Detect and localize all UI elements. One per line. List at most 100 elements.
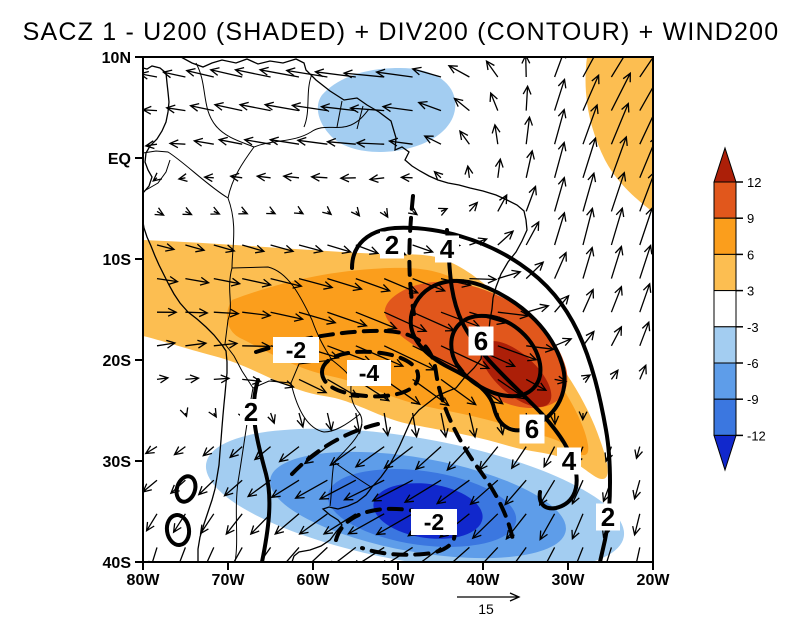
wind-arrow	[197, 479, 215, 496]
wind-arrow	[233, 547, 243, 562]
wind-arrow	[525, 378, 548, 392]
wind-arrow	[606, 547, 613, 562]
contour-label-box	[596, 503, 620, 531]
wind-arrow	[165, 104, 186, 114]
wind-arrow	[582, 246, 595, 279]
wind-arrow	[381, 103, 413, 113]
wind-arrow	[298, 244, 324, 254]
contour-label-box	[380, 231, 404, 259]
shaded-region	[317, 68, 456, 152]
contour-loop-solid	[174, 474, 198, 504]
wind-arrow	[382, 412, 392, 437]
wind-arrow	[353, 412, 363, 435]
country-border	[143, 150, 229, 199]
wind-arrow	[375, 513, 413, 536]
wind-arrow	[156, 374, 170, 384]
wind-arrow	[485, 59, 499, 78]
wind-arrow	[469, 378, 504, 405]
wind-arrow	[213, 277, 242, 287]
wind-arrow	[571, 513, 584, 541]
wind-arrow	[298, 378, 328, 394]
wind-arrow	[383, 446, 413, 470]
wind-arrow	[453, 97, 470, 112]
reference-vector-label: 15	[478, 601, 494, 617]
wind-arrow	[185, 339, 208, 349]
wind-arrow	[266, 206, 277, 215]
x-tick-label: 70W	[212, 572, 246, 589]
wind-arrow	[268, 136, 300, 146]
wind-arrow	[469, 237, 489, 246]
contour-line-solid	[445, 228, 579, 511]
contour-line-dashed	[319, 349, 421, 399]
wind-arrow	[635, 547, 641, 562]
wind-arrow	[379, 208, 389, 219]
wind-arrow	[354, 446, 385, 468]
wind-arrow	[202, 446, 215, 457]
wind-arrow	[280, 546, 300, 562]
wind-arrow	[270, 378, 295, 389]
country-border	[303, 73, 313, 128]
wind-arrow	[525, 184, 537, 212]
wind-arrow	[446, 446, 470, 472]
y-tick-label: 40S	[103, 555, 132, 572]
wind-arrow	[417, 100, 442, 112]
country-border	[195, 62, 255, 148]
wind-arrow	[610, 135, 628, 179]
contour-line-dashed	[254, 328, 515, 542]
wind-arrow	[414, 546, 442, 562]
y-tick-label: 30S	[103, 454, 132, 471]
wind-arrow	[371, 479, 413, 502]
wind-arrow	[550, 412, 560, 426]
contour-label-box	[347, 360, 391, 386]
wind-arrow	[582, 171, 597, 212]
wind-arrow	[242, 341, 272, 351]
wind-arrow	[296, 136, 328, 146]
wind-arrow	[274, 513, 300, 535]
country-border	[231, 266, 333, 361]
wind-arrow	[471, 513, 499, 540]
wind-arrow	[246, 479, 271, 498]
wind-arrow	[305, 546, 328, 562]
wind-arrow	[634, 446, 643, 460]
wind-arrow	[459, 129, 470, 145]
wind-arrow	[610, 57, 625, 78]
wind-arrow	[179, 547, 187, 562]
wind-arrow	[469, 274, 498, 284]
wind-arrow	[478, 446, 499, 471]
wind-arrow	[412, 311, 456, 332]
wind-arrow	[349, 104, 385, 114]
wind-arrow	[610, 244, 624, 279]
wind-arrow	[489, 91, 499, 111]
wind-arrow	[411, 66, 442, 78]
contour-label: 2	[244, 397, 258, 427]
wind-arrow	[639, 320, 651, 347]
colorbar-tick-label: -3	[747, 320, 759, 335]
wind-arrow	[581, 374, 592, 383]
x-tick-label: 50W	[382, 572, 416, 589]
wind-arrow	[233, 66, 271, 78]
contour-label-box	[468, 326, 494, 356]
wind-arrow	[571, 479, 584, 506]
wind-arrow	[217, 136, 243, 146]
wind-arrow	[491, 123, 501, 145]
wind-arrow	[447, 64, 470, 78]
wind-arrow	[185, 243, 206, 253]
wind-arrow	[412, 345, 465, 372]
colorbar: 12 9 6 3 -3 -6 -9 -12	[713, 146, 766, 472]
colorbar-segment	[713, 181, 737, 219]
wind-arrow	[497, 193, 508, 212]
contour-label: 4	[562, 446, 577, 476]
contour-label: -2	[424, 509, 444, 535]
contour-label: -2	[286, 337, 306, 363]
wind-arrow	[238, 101, 271, 112]
wind-arrow	[185, 374, 200, 384]
wind-arrow	[582, 330, 595, 347]
wind-arrow	[213, 308, 240, 318]
wind-arrow	[355, 277, 392, 293]
contour-label-box	[240, 399, 262, 425]
x-tick-label: 20W	[637, 572, 671, 589]
wind-arrow	[403, 479, 442, 503]
wind-arrow	[329, 446, 357, 467]
wind-arrow	[468, 412, 478, 439]
